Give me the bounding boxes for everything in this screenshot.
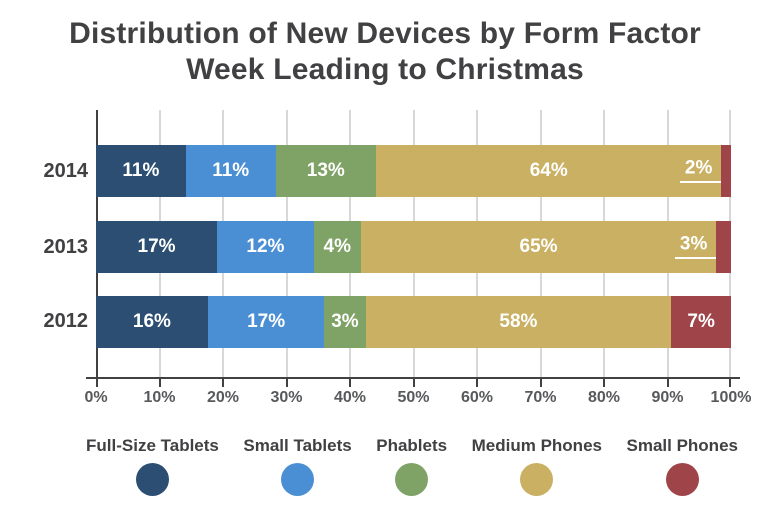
legend-swatch-medium-phones [520,463,554,496]
tick-mark [666,379,669,387]
segment-2012-phablets: 3% [324,296,366,348]
tick-mark [285,379,288,387]
x-tick-label: 0% [84,389,108,406]
tick-mark [729,379,731,387]
bar-2014: 11% 11% 13% 64% 2% [96,145,734,197]
segment-value-label: 4% [323,236,351,257]
segment-2014-small-phones [721,145,731,197]
legend-item-phablets: Phablets [376,436,447,496]
year-label-2014: 2014 [43,160,89,182]
tick-mark [539,379,542,387]
legend-swatch-small-tablets [281,463,315,496]
segment-value-label: 17% [247,311,286,332]
tick-mark [158,379,161,387]
segment-2013-small-phones [716,221,731,273]
chart-title-line1: Distribution of New Devices by Form Fact… [69,17,701,50]
legend: Full-Size Tablets Small Tablets Phablets… [86,436,738,496]
segment-value-label-callout: 2% [684,157,713,179]
segment-value-label: 11% [212,160,250,181]
legend-label: Phablets [376,436,448,455]
segment-2014-phablets: 13% [275,145,377,197]
x-axis [86,377,740,379]
segment-value-label-callout: 3% [679,233,708,255]
legend-label: Medium Phones [471,436,602,455]
segment-2012-small-tablets: 17% [207,296,325,348]
x-tick-label: 40% [333,389,367,406]
tick-mark [603,379,605,387]
x-tick-label: 20% [206,389,240,406]
year-label-2013: 2013 [43,236,89,258]
chart-title: Distribution of New Devices by Form Fact… [0,16,770,88]
chart-title-line2: Week Leading to Christmas [186,53,584,86]
segment-value-label: 13% [306,160,345,181]
segment-2013-medium-phones: 65% 3% [360,221,729,273]
segment-value-label: 58% [499,311,538,332]
x-tick-label: 80% [587,389,621,406]
x-tick-label: 50% [397,389,430,406]
segment-value-label: 7% [687,311,715,332]
x-tick-label: 60% [460,389,494,406]
legend-swatch-small-phones [665,463,699,496]
legend-swatch-full-size-tablets [135,463,169,496]
tick-mark [349,379,351,387]
tick-mark [412,379,415,387]
x-tick-label: 70% [524,389,557,406]
legend-item-small-tablets: Small Tablets [243,436,352,496]
legend-label: Small Tablets [243,436,352,455]
segment-value-label: 64% [529,160,568,181]
segment-value-label: 11% [122,160,160,181]
segment-value-label: 3% [331,311,359,332]
x-tick-label: 100% [710,389,752,406]
segment-value-label: 16% [132,311,171,332]
bar-2012: 16% 17% 3% 58% 7% [96,296,732,348]
segment-2013-small-tablets: 12% [217,221,314,273]
segment-2013-full-size-tablets: 17% [96,221,218,273]
year-label-2012: 2012 [43,310,89,332]
segment-2014-small-tablets: 11% [185,145,276,197]
x-tick-label: 10% [143,389,176,406]
segment-value-label: 12% [246,236,285,257]
segment-2012-medium-phones: 58% [365,296,672,348]
legend-item-medium-phones: Medium Phones [472,436,602,496]
tick-mark [96,379,98,387]
legend-swatch-phablets [395,463,429,496]
plot-area: 11% 11% 13% 64% 2% 17% 12% 4 [96,110,734,378]
legend-item-full-size-tablets: Full-Size Tablets [86,436,219,496]
x-axis-ticks [96,379,731,387]
segment-2013-phablets: 4% [313,221,361,273]
segment-2014-full-size-tablets: 11% [96,145,186,197]
legend-item-small-phones: Small Phones [627,436,738,496]
segment-value-label: 17% [137,236,176,257]
tick-mark [476,379,478,387]
segment-2012-full-size-tablets: 16% [96,296,208,348]
segment-value-label: 65% [519,236,558,257]
bar-2013: 17% 12% 4% 65% 3% [96,221,731,273]
legend-label: Small Phones [626,436,738,455]
tick-mark [222,379,224,387]
x-axis-labels: 0% 10% 20% 30% 40% 50% 60% 70% 80% 90% 1… [84,389,751,409]
segment-2012-small-phones: 7% [671,296,732,348]
x-tick-label: 30% [270,389,303,406]
segment-2014-medium-phones: 64% 2% [376,145,734,197]
x-tick-label: 90% [651,389,684,406]
legend-label: Full-Size Tablets [86,436,219,455]
